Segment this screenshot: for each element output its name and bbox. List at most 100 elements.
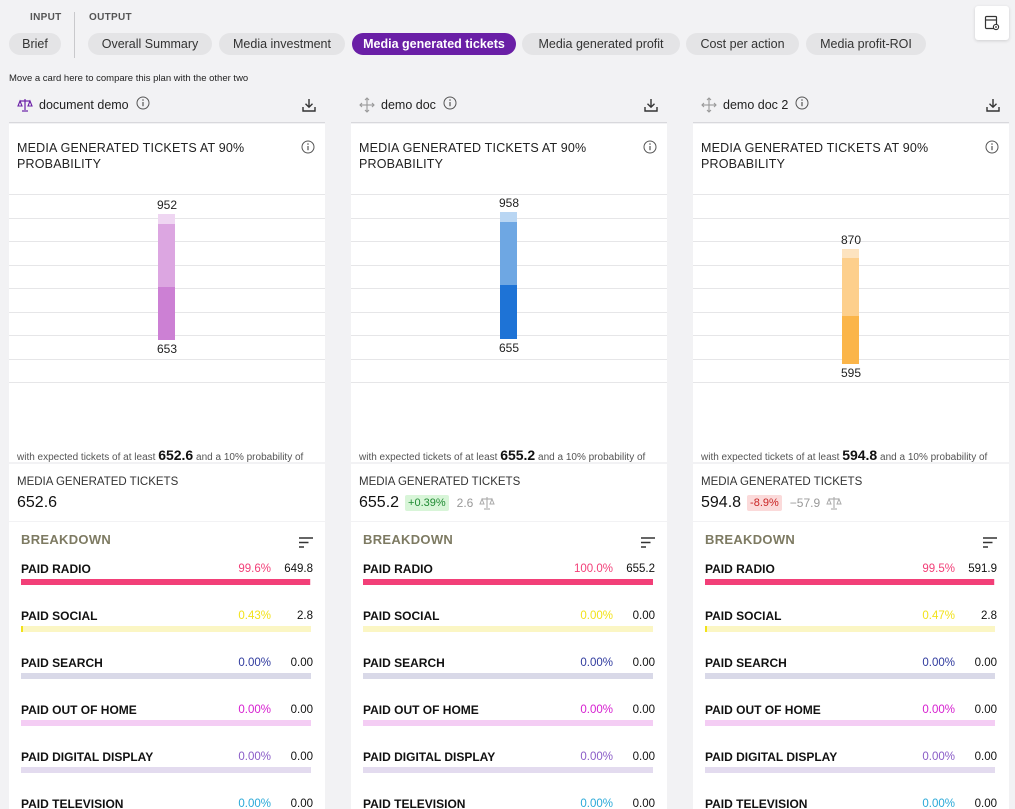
sort-button[interactable]: [299, 535, 313, 553]
range-top-label: 958: [498, 195, 520, 210]
input-section-label: INPUT: [30, 12, 62, 23]
move-icon: [701, 97, 717, 113]
breakdown-bar-track: [363, 673, 653, 679]
breakdown-bar-fill: [705, 626, 707, 632]
table-settings-button[interactable]: [975, 6, 1009, 40]
download-icon: [302, 99, 316, 112]
breakdown-panel: BREAKDOWN PAID RADIO 99.5% 591.9 PAID SOCIA…: [693, 522, 1009, 809]
card-head-icon[interactable]: [701, 97, 717, 113]
range-band-upper: [500, 211, 517, 222]
move-icon: [359, 97, 375, 113]
breakdown-percent: 0.00%: [580, 798, 613, 809]
breakdown-bar-track: [705, 767, 995, 773]
plan-card-1: document demo MEDIA GENERATED TICKETS AT…: [9, 88, 325, 809]
info-icon[interactable]: [136, 96, 150, 115]
plan-card-3: demo doc 2 MEDIA GENERATED TICKETS AT 90…: [693, 88, 1009, 809]
metric-panel: MEDIA GENERATED TICKETS 655.2 +0.39% 2.6: [351, 464, 667, 521]
card-header: demo doc: [351, 88, 667, 122]
breakdown-bar-fill: [21, 626, 23, 632]
breakdown-row: PAID TELEVISION 0.00% 0.00: [363, 797, 655, 809]
top-toolbar: INPUT OUTPUT Brief Overall Summary Media…: [0, 0, 1015, 70]
breakdown-bar-track: [705, 673, 995, 679]
metric-value: 655.2: [359, 494, 400, 511]
chart-info-icon[interactable]: [643, 140, 657, 159]
chart-info-icon[interactable]: [301, 140, 315, 159]
breakdown-percent: 99.6%: [238, 563, 271, 575]
breakdown-percent: 0.47%: [922, 610, 955, 622]
info-icon[interactable]: [443, 96, 457, 115]
chart-gridline: [351, 194, 667, 195]
metric-title: MEDIA GENERATED TICKETS: [17, 476, 179, 488]
breakdown-row: PAID TELEVISION 0.00% 0.00: [705, 797, 997, 809]
tab-overall-summary[interactable]: Overall Summary: [88, 33, 212, 55]
range-band-lower: [842, 315, 859, 365]
tab-media-investment[interactable]: Media investment: [219, 33, 345, 55]
sort-button[interactable]: [983, 535, 997, 553]
tab-media-generated-profit[interactable]: Media generated profit: [522, 33, 680, 55]
summary-pre: with expected tickets of at least: [359, 452, 498, 463]
summary-pre: with expected tickets of at least: [17, 452, 156, 463]
card-header: document demo: [9, 88, 325, 122]
tab-brief[interactable]: Brief: [9, 33, 61, 55]
breakdown-percent: 0.00%: [238, 751, 271, 763]
card-head-icon[interactable]: [359, 97, 375, 113]
chart-gridline: [351, 358, 667, 360]
breakdown-title: BREAKDOWN: [705, 532, 796, 547]
breakdown-value: 0.00: [290, 798, 313, 809]
breakdown-percent: 0.00%: [922, 751, 955, 763]
probability-panel: MEDIA GENERATED TICKETS AT 90% PROBABILI…: [351, 124, 667, 484]
breakdown-channel-name: PAID SOCIAL: [21, 609, 98, 623]
sort-button[interactable]: [641, 535, 655, 553]
breakdown-value: 2.8: [981, 610, 997, 622]
breakdown-value: 0.00: [632, 657, 655, 669]
breakdown-channel-name: PAID RADIO: [363, 562, 433, 576]
breakdown-percent: 0.00%: [580, 657, 613, 669]
range-top-label: 952: [156, 198, 178, 213]
card-title: demo doc 2: [723, 98, 789, 112]
download-button[interactable]: [643, 97, 659, 118]
card-header-divider: [9, 122, 325, 123]
chart-info-icon[interactable]: [985, 140, 999, 159]
tab-media-profit-roi[interactable]: Media profit-ROI: [806, 33, 926, 55]
metric-panel: MEDIA GENERATED TICKETS 652.6: [9, 464, 325, 521]
breakdown-channel-name: PAID DIGITAL DISPLAY: [21, 750, 154, 764]
breakdown-channel-name: PAID DIGITAL DISPLAY: [705, 750, 838, 764]
range-band-lower: [158, 286, 175, 340]
breakdown-percent: 0.43%: [238, 610, 271, 622]
range-band-lower: [500, 285, 517, 339]
breakdown-value: 0.00: [290, 751, 313, 763]
card-head-icon[interactable]: [17, 97, 33, 113]
breakdown-channel-name: PAID OUT OF HOME: [21, 703, 137, 717]
breakdown-value: 0.00: [290, 704, 313, 716]
breakdown-bar-track: [21, 579, 311, 585]
breakdown-value: 655.2: [626, 563, 655, 575]
breakdown-channel-name: PAID SOCIAL: [705, 609, 782, 623]
breakdown-bar-track: [21, 767, 311, 773]
chart-gridline: [693, 241, 1009, 242]
breakdown-row: PAID SEARCH 0.00% 0.00: [363, 656, 655, 696]
breakdown-value: 649.8: [284, 563, 313, 575]
download-button[interactable]: [985, 97, 1001, 118]
range-bottom-label: 653: [156, 341, 178, 356]
info-icon[interactable]: [795, 96, 809, 115]
metric-title: MEDIA GENERATED TICKETS: [359, 476, 521, 488]
breakdown-channel-name: PAID OUT OF HOME: [363, 703, 479, 717]
breakdown-percent: 0.00%: [922, 798, 955, 809]
breakdown-channel-name: PAID OUT OF HOME: [705, 703, 821, 717]
range-top-label: 870: [840, 232, 862, 247]
breakdown-bar-track: [363, 579, 653, 585]
breakdown-title: BREAKDOWN: [21, 532, 112, 547]
tab-media-generated-tickets[interactable]: Media generated tickets: [352, 33, 516, 55]
breakdown-channel-name: PAID TELEVISION: [705, 797, 808, 809]
breakdown-channel-name: PAID SEARCH: [363, 656, 445, 670]
breakdown-channel-name: PAID RADIO: [705, 562, 775, 576]
download-button[interactable]: [301, 97, 317, 118]
probability-panel: MEDIA GENERATED TICKETS AT 90% PROBABILI…: [693, 124, 1009, 484]
card-header: demo doc 2: [693, 88, 1009, 122]
table-settings-icon: [984, 15, 1000, 31]
breakdown-bar-track: [705, 720, 995, 726]
tab-cost-per-action[interactable]: Cost per action: [686, 33, 799, 55]
metric-value: 652.6: [17, 494, 58, 511]
metric-title: MEDIA GENERATED TICKETS: [701, 476, 863, 488]
breakdown-bar-track: [363, 767, 653, 773]
